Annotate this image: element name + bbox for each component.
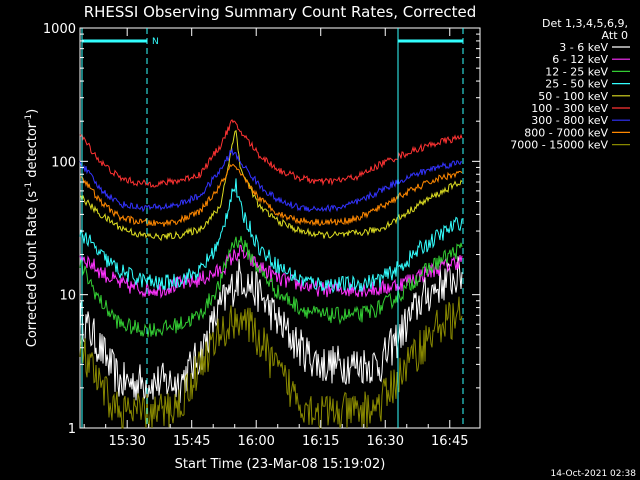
- plot-border: [79, 27, 481, 429]
- legend-entry-label: 7000 - 15000 keV: [510, 139, 608, 152]
- series-line-7: [79, 147, 463, 213]
- y-tick-label: 10: [59, 289, 76, 304]
- x-tick-label: 15:45: [173, 434, 210, 449]
- series-layer: [79, 119, 463, 429]
- plot-frame: [79, 27, 481, 429]
- y-axis-label-mid: detector: [25, 122, 40, 182]
- markers-layer: N: [81, 28, 464, 428]
- series-line-2: [79, 244, 463, 299]
- series-line-6: [79, 119, 463, 188]
- legend-entry-label: 100 - 300 keV: [531, 102, 608, 115]
- y-tick-label: 1000: [43, 22, 76, 37]
- legend-header-line-2: Att 0: [602, 29, 628, 42]
- y-axis-label: Corrected Count Rate (s-1 detector-1): [24, 109, 40, 347]
- x-tick-label: 15:30: [108, 434, 145, 449]
- legend-entry-label: 12 - 25 keV: [545, 65, 608, 78]
- legend-entry-label: 6 - 12 keV: [552, 53, 608, 66]
- legend-entry-label: 25 - 50 keV: [545, 78, 608, 91]
- y-axis-label-sup1: -1: [24, 182, 34, 191]
- x-axis-label: Start Time (23-Mar-08 15:19:02): [175, 457, 386, 472]
- ticks-layer: 1 10 100 1000 15:30 15:45 16:00 16:15 16:30 16:45: [43, 22, 480, 449]
- legend-entry-label: 800 - 7000 keV: [524, 126, 608, 139]
- y-axis-label-sup2: -1: [24, 114, 34, 123]
- legend-entry-label: 300 - 800 keV: [531, 114, 608, 127]
- x-tick-label: 16:15: [302, 434, 339, 449]
- legend-entry-label: 50 - 100 keV: [538, 90, 608, 103]
- y-axis-label-main: Corrected Count Rate (s: [25, 191, 40, 348]
- y-tick-label: 100: [51, 155, 76, 170]
- y-axis-label-end: ): [25, 109, 40, 114]
- legend-header-line-1: Det 1,3,4,5,6,9,: [542, 17, 628, 30]
- night-label: N: [152, 37, 159, 47]
- timestamp: 14-Oct-2021 02:38: [551, 469, 637, 479]
- x-tick-label: 16:00: [237, 434, 274, 449]
- y-tick-label: 1: [68, 422, 76, 437]
- chart-title: RHESSI Observing Summary Count Rates, Co…: [84, 3, 477, 21]
- x-tick-label: 16:30: [367, 434, 404, 449]
- x-tick-label: 16:45: [431, 434, 468, 449]
- legend-entry-label: 3 - 6 keV: [559, 41, 608, 54]
